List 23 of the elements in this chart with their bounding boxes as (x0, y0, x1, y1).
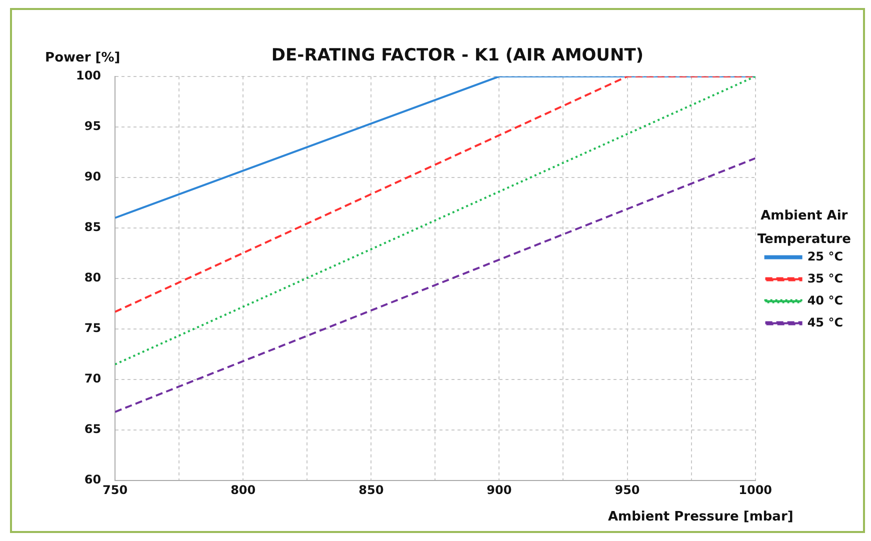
legend-label: 40 °C (807, 293, 844, 308)
y-tick-label: 65 (84, 422, 102, 436)
y-tick-label: 80 (84, 270, 102, 285)
legend-label: 35 °C (807, 271, 844, 286)
y-tick-label: 75 (84, 321, 102, 336)
x-tick-label: 750 (102, 482, 128, 497)
legend-title: Ambient Air Temperature (757, 208, 852, 248)
y-tick-label: 60 (84, 472, 102, 487)
x-tick-label: 1000 (738, 482, 772, 497)
x-tick-label: 950 (614, 482, 640, 497)
x-tick-label: 800 (230, 482, 256, 497)
y-tick-label: 100 (76, 68, 102, 83)
y-tick-label: 90 (84, 170, 102, 184)
chart-title: DE-RATING FACTOR - K1 (AIR AMOUNT) (271, 46, 644, 66)
y-tick-label: 85 (84, 220, 102, 234)
legend-label: 25 °C (807, 249, 844, 264)
x-tick-label: 900 (486, 482, 512, 497)
y-tick-label: 70 (84, 372, 102, 386)
legend-label: 45 °C (807, 315, 844, 330)
y-axis-title: Power [%] (45, 50, 120, 66)
x-tick-label: 850 (358, 482, 384, 497)
y-tick-label: 95 (84, 119, 102, 134)
x-axis-title: Ambient Pressure [mbar] (608, 509, 794, 524)
